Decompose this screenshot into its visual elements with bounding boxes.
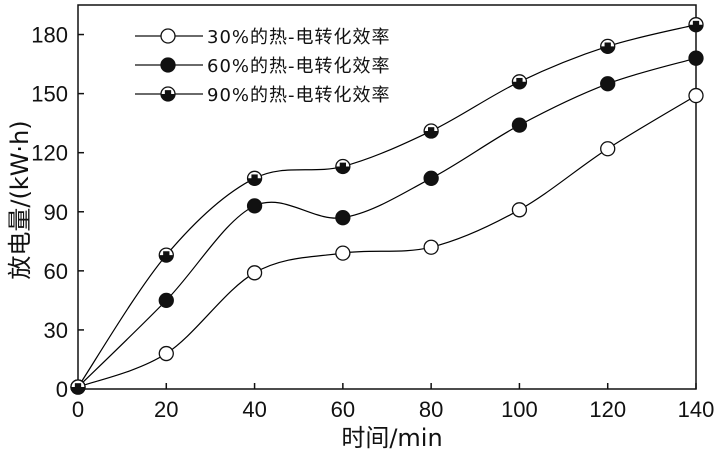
data-point-series-3 [70,379,86,395]
legend-entry: 60%的热-电转化效率 [135,56,391,77]
legend-label: 60%的热-电转化效率 [207,56,391,77]
data-point-series-2 [158,292,174,309]
y-tick-label: 30 [44,318,68,343]
y-tick-label: 60 [44,259,68,284]
x-tick-label: 100 [501,397,538,422]
y-tick-label: 120 [31,141,68,166]
x-tick-label: 0 [72,397,84,422]
x-tick-label: 40 [242,397,266,422]
y-tick-label: 0 [56,377,68,402]
y-tick-label: 90 [44,200,68,225]
legend-entry: 30%的热-电转化效率 [135,27,391,48]
plot-frame [77,4,697,390]
x-tick-label: 60 [331,397,355,422]
y-tick-label: 180 [31,23,68,48]
data-point-series-3 [511,74,528,90]
data-point-series-2 [335,210,351,226]
data-point-series-1 [600,141,616,157]
legend-entry: 90%的热-电转化效率 [135,85,391,106]
data-point-series-1 [335,245,351,261]
data-point-series-2 [511,117,528,133]
legend-label: 30%的热-电转化效率 [207,27,391,48]
legend-marker [160,57,176,73]
data-point-series-3 [600,38,616,55]
data-point-series-3 [246,170,263,186]
x-tick-label: 140 [678,397,715,422]
series-line-1 [77,95,697,388]
data-point-series-2 [688,50,704,66]
data-point-series-3 [335,158,351,175]
data-point-series-1 [688,87,704,104]
x-axis-title: 时间/min [341,424,442,452]
data-point-series-2 [246,198,263,214]
y-tick-label: 150 [31,82,68,107]
data-point-series-1 [511,202,528,218]
data-point-series-3 [158,247,174,263]
x-tick-label: 20 [154,397,178,422]
legend-label: 90%的热-电转化效率 [207,85,391,106]
legend-marker [160,86,176,102]
y-axis-title: 放电量/(kW·h) [6,120,34,279]
data-point-series-1 [423,239,439,255]
data-point-series-1 [246,265,263,281]
data-point-series-2 [423,170,439,186]
data-point-series-2 [600,76,616,92]
x-tick-label: 120 [589,397,626,422]
series-line-2 [77,57,697,388]
data-point-series-3 [688,17,704,33]
data-point-series-3 [423,123,439,139]
x-tick-label: 80 [419,397,443,422]
data-point-series-1 [158,345,174,362]
legend-marker [160,28,176,44]
